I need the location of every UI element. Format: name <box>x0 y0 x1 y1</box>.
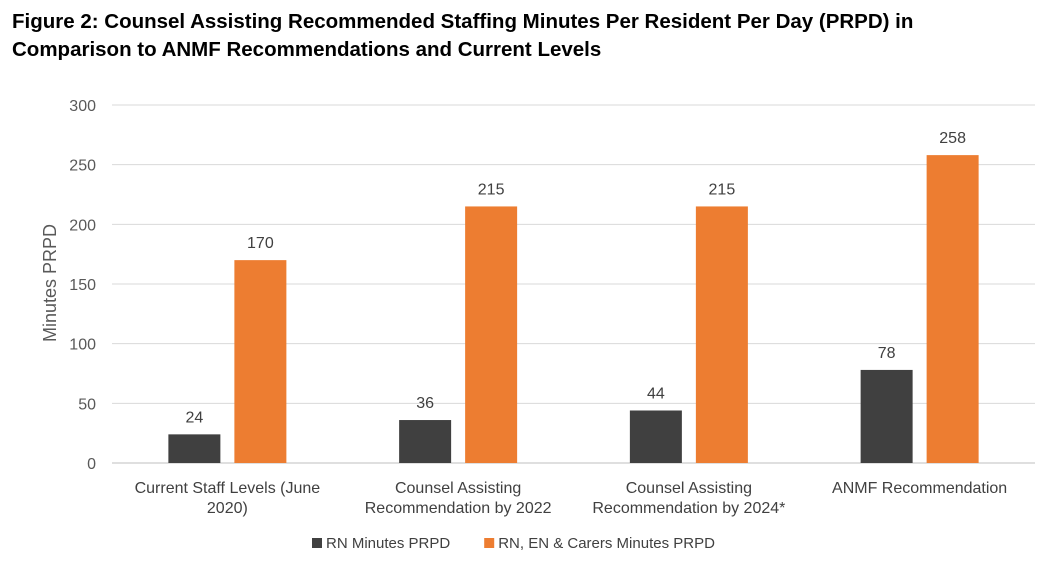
legend: RN Minutes PRPD RN, EN & Carers Minutes P… <box>312 535 715 552</box>
data-labels: 24 170 36 215 44 215 78 258 <box>185 130 966 426</box>
x-category-label: Recommendation by 2022 <box>365 500 552 517</box>
y-tick-label: 250 <box>69 158 96 175</box>
x-axis-categories: Current Staff Levels (June 2020) Counsel A… <box>135 480 1008 517</box>
chart-title: Figure 2: Counsel Assisting Recommended … <box>12 10 914 61</box>
y-tick-label: 300 <box>69 98 96 115</box>
y-tick-label: 50 <box>78 396 96 413</box>
bar <box>399 420 452 463</box>
data-label: 78 <box>878 345 896 362</box>
legend-label: RN, EN & Carers Minutes PRPD <box>498 535 715 552</box>
x-category-label: Current Staff Levels (June <box>135 480 321 497</box>
x-category-label: Counsel Assisting <box>626 480 752 497</box>
y-tick-label: 150 <box>69 277 96 294</box>
data-label: 24 <box>185 409 203 426</box>
bar <box>695 206 748 463</box>
x-category-label: Counsel Assisting <box>395 480 521 497</box>
bars <box>168 155 979 463</box>
legend-label: RN Minutes PRPD <box>326 535 450 552</box>
bar <box>926 155 979 463</box>
bar <box>168 434 221 463</box>
y-tick-label: 100 <box>69 337 96 354</box>
bar <box>465 206 518 463</box>
y-tick-label: 0 <box>87 456 96 473</box>
x-category-label: 2020) <box>207 500 248 517</box>
y-axis-ticks: 0 50 100 150 200 250 300 <box>69 98 96 473</box>
x-category-label: Recommendation by 2024* <box>592 500 785 517</box>
data-label: 215 <box>478 181 505 198</box>
data-label: 44 <box>647 385 665 402</box>
bar <box>234 260 287 463</box>
bar <box>629 410 682 463</box>
y-tick-label: 200 <box>69 217 96 234</box>
legend-swatch <box>312 538 322 548</box>
legend-swatch <box>484 538 495 548</box>
data-label: 36 <box>416 395 434 412</box>
data-label: 258 <box>939 130 966 147</box>
x-category-label: ANMF Recommendation <box>832 480 1007 497</box>
data-label: 215 <box>709 181 736 198</box>
bar <box>860 369 913 463</box>
y-axis-label: Minutes PRPD <box>40 224 60 342</box>
data-label: 170 <box>247 235 274 252</box>
